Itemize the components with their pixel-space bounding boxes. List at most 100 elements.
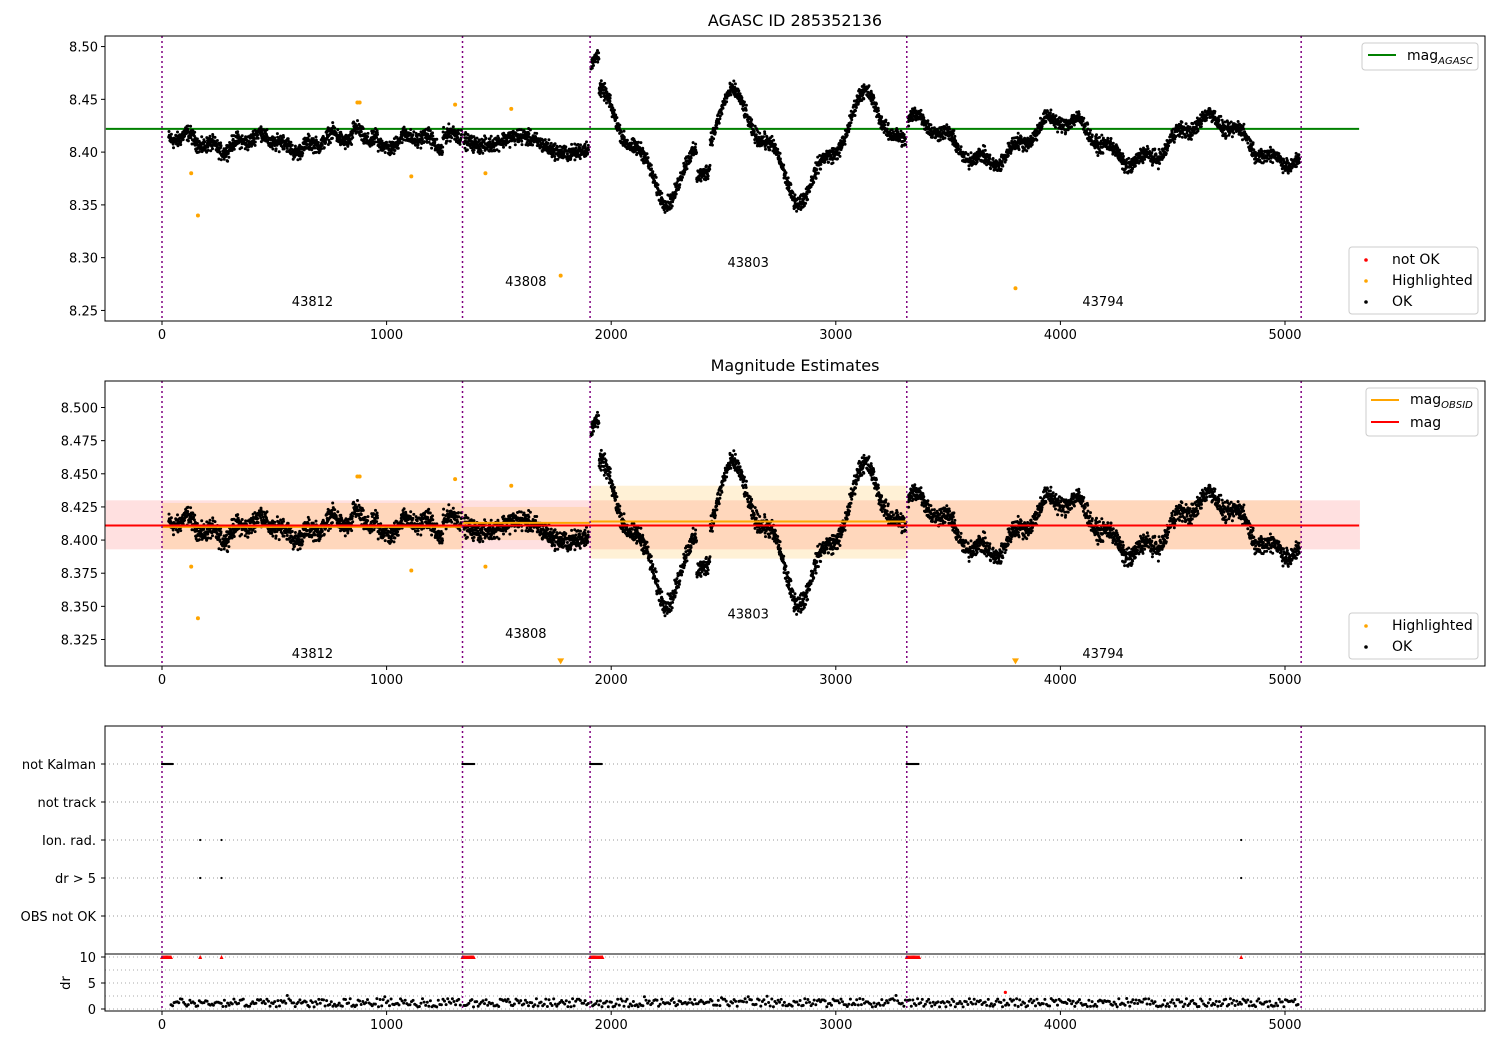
ok-point (645, 152, 649, 156)
ok-point (804, 201, 808, 205)
ok-point (1271, 161, 1275, 165)
ok-point (1133, 164, 1137, 168)
ok-point (1127, 156, 1131, 160)
ok-point (926, 119, 930, 123)
ok-point (1236, 120, 1240, 123)
ok-point (795, 209, 799, 213)
ok-point (685, 167, 689, 171)
ok-point (1180, 135, 1184, 139)
ok-point (555, 145, 559, 149)
ok-point (610, 103, 614, 107)
ok-point (793, 193, 797, 197)
ok-point (1219, 114, 1223, 118)
ok-point (983, 144, 987, 148)
ok-point (710, 143, 714, 147)
ok-point (1289, 169, 1293, 173)
ok-point (350, 143, 354, 146)
ok-point (1196, 129, 1200, 133)
ok-point (1095, 133, 1098, 137)
highlighted-point-0 (189, 171, 194, 176)
ok-point (1096, 154, 1100, 157)
ok-point (553, 142, 557, 146)
ok-point (186, 127, 190, 131)
ok-point (959, 145, 963, 149)
ok-point (232, 147, 236, 151)
ok-point (673, 194, 677, 198)
ok-point (333, 126, 337, 130)
ok-point (214, 141, 218, 145)
ok-point (371, 140, 375, 143)
ok-point (853, 114, 857, 117)
ok-point (215, 139, 219, 142)
ok-point (625, 138, 629, 142)
ok-point (1286, 171, 1290, 175)
ok-point (815, 168, 819, 172)
ok-point (715, 126, 719, 130)
ok-point (376, 149, 380, 153)
ok-point (1199, 125, 1203, 129)
ok-point (343, 147, 347, 151)
ok-point (186, 124, 190, 128)
ok-point (1184, 122, 1188, 126)
ok-point (622, 129, 626, 133)
ok-point (513, 138, 517, 141)
ok-point (713, 131, 717, 134)
ok-point (488, 137, 492, 141)
ok-point (442, 125, 446, 129)
ok-point (497, 149, 501, 153)
ok-point (1111, 141, 1115, 145)
ok-point (689, 156, 693, 160)
ok-point (599, 79, 603, 83)
highlighted-point-1 (195, 213, 200, 218)
ok-point (677, 185, 681, 189)
ok-point (520, 143, 524, 147)
ok-point (1158, 162, 1162, 165)
ok-point (376, 133, 379, 136)
ok-point (293, 155, 296, 159)
ok-point (740, 96, 744, 100)
ok-point (1100, 133, 1104, 137)
ok-point (951, 132, 955, 136)
ok-point (189, 124, 193, 128)
ok-point (1098, 135, 1101, 139)
ok-point (778, 157, 782, 161)
ok-point (1242, 127, 1246, 131)
ok-point (678, 183, 682, 187)
ok-point (843, 142, 847, 146)
ok-point (390, 151, 394, 155)
ok-point (1178, 134, 1182, 138)
highlighted-point-6 (483, 171, 488, 176)
ok-point (590, 66, 594, 70)
ok-point (847, 130, 851, 134)
ok-point (209, 149, 213, 153)
ok-point (206, 148, 210, 152)
ok-point (420, 137, 424, 141)
ok-point (274, 147, 278, 151)
ok-point (962, 155, 966, 159)
ok-point (543, 138, 547, 142)
ok-point (380, 139, 384, 143)
ok-point (630, 141, 634, 145)
ok-point (1077, 112, 1081, 116)
ok-point (611, 106, 615, 110)
ok-point (430, 146, 434, 150)
ok-point (402, 125, 406, 129)
ok-point (1223, 132, 1227, 136)
ok-point (831, 161, 835, 165)
ok-point (777, 154, 781, 158)
ok-point (320, 143, 324, 147)
ok-point (913, 106, 917, 110)
ok-point (513, 143, 517, 147)
ok-point (351, 131, 354, 135)
ok-point (528, 128, 532, 132)
ok-point (614, 113, 618, 117)
ok-point (885, 127, 889, 131)
ok-point (1017, 148, 1021, 152)
ok-point (305, 143, 309, 146)
ok-point (1150, 151, 1154, 155)
ok-point (1141, 161, 1145, 165)
ok-point (285, 147, 289, 150)
ok-point (814, 176, 818, 180)
ok-point (200, 135, 204, 139)
ok-point (1109, 137, 1113, 140)
